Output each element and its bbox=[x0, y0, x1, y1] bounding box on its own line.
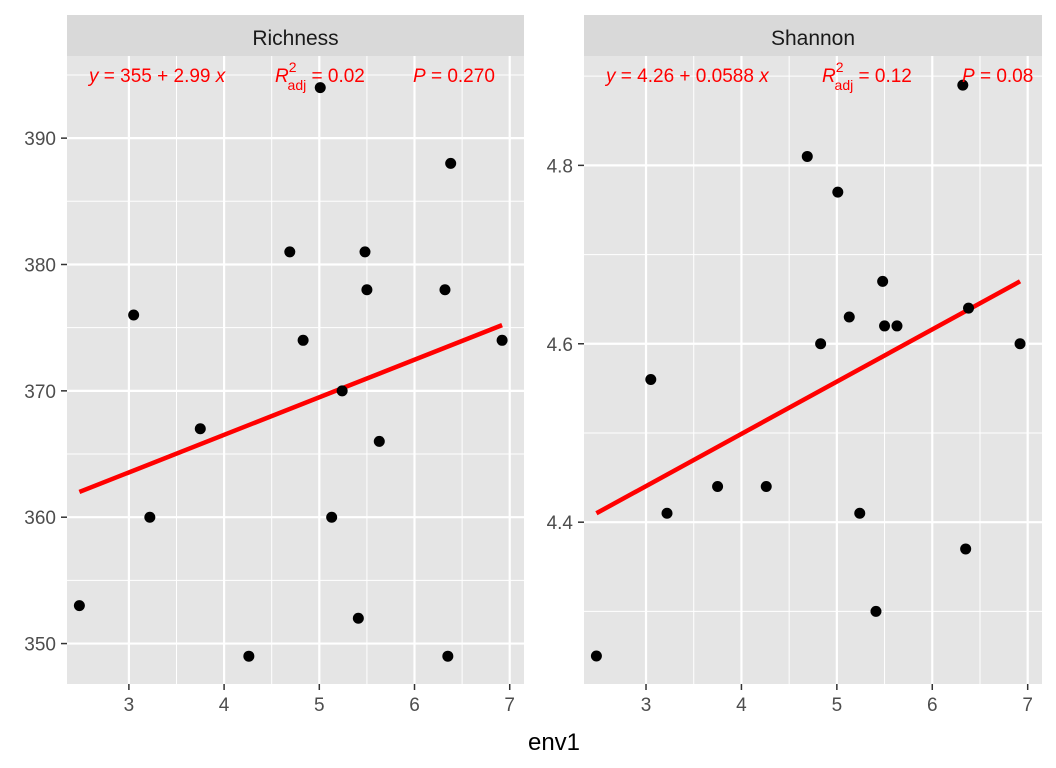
y-tick-label: 380 bbox=[24, 255, 56, 276]
y-tick-label: 4.8 bbox=[547, 156, 573, 177]
data-point bbox=[661, 507, 673, 519]
data-point bbox=[284, 246, 296, 258]
x-tick-label: 7 bbox=[1022, 695, 1033, 716]
regression-equation: y = 4.26 + 0.0588 x bbox=[604, 66, 770, 87]
x-tick-label: 6 bbox=[409, 695, 420, 716]
y-tick-label: 370 bbox=[24, 382, 56, 403]
x-tick-label: 6 bbox=[927, 695, 938, 716]
data-point bbox=[326, 511, 338, 523]
data-point bbox=[352, 612, 364, 624]
data-point bbox=[439, 284, 451, 296]
regression-equation: y = 355 + 2.99 x bbox=[87, 66, 227, 87]
regression-annotation: y = 4.26 + 0.0588 x R2 adj = 0.12 P = 0.08 bbox=[604, 59, 1033, 93]
data-point bbox=[496, 334, 508, 346]
panel-background bbox=[584, 56, 1042, 684]
facet-strip-label: Richness bbox=[252, 27, 338, 50]
data-point bbox=[877, 275, 889, 287]
data-point bbox=[879, 320, 891, 332]
y-tick-label: 4.6 bbox=[547, 335, 573, 356]
data-point bbox=[801, 150, 813, 162]
data-point bbox=[832, 186, 844, 198]
facet-strip bbox=[67, 15, 524, 56]
data-point bbox=[891, 320, 903, 332]
data-point bbox=[128, 309, 140, 321]
y-tick-label: 350 bbox=[24, 635, 56, 656]
x-tick-label: 5 bbox=[314, 695, 325, 716]
data-point bbox=[590, 650, 602, 662]
data-point bbox=[442, 650, 454, 662]
regression-annotation: y = 355 + 2.99 x R2 adj = 0.02 P = 0.270 bbox=[87, 59, 495, 93]
data-point bbox=[957, 79, 969, 91]
x-tick-label: 5 bbox=[832, 695, 843, 716]
x-tick-label: 4 bbox=[736, 695, 747, 716]
data-point bbox=[815, 338, 827, 350]
facet-strip-label: Shannon bbox=[771, 27, 855, 50]
facet-panel-shannon: Shannon 3 4 5 6 7 4.4 4.6 4.8 y = 4.26 + 0.0588 x… bbox=[547, 15, 1042, 716]
facet-panel-richness: Richness 3 4 5 6 7 350 360 370 380 390 y = 355 + 2.… bbox=[24, 15, 524, 716]
data-point bbox=[359, 246, 371, 258]
data-point bbox=[194, 423, 206, 435]
x-tick-label: 7 bbox=[504, 695, 515, 716]
regression-line bbox=[595, 279, 1022, 516]
regression-line bbox=[78, 323, 503, 495]
data-point bbox=[843, 311, 855, 323]
x-axis-title: env1 bbox=[528, 729, 580, 756]
facet-panels: Richness 3 4 5 6 7 350 360 370 380 390 y = 355 + 2.… bbox=[24, 15, 1042, 716]
x-tick-label: 4 bbox=[219, 695, 230, 716]
data-point bbox=[712, 481, 724, 493]
y-tick-label: 360 bbox=[24, 508, 56, 529]
x-tick-label: 3 bbox=[641, 695, 652, 716]
data-point bbox=[297, 334, 309, 346]
y-tick-label: 390 bbox=[24, 129, 56, 150]
data-point bbox=[854, 507, 866, 519]
x-tick-label: 3 bbox=[124, 695, 135, 716]
data-point bbox=[73, 600, 85, 612]
data-point bbox=[144, 511, 156, 523]
y-tick-label: 4.4 bbox=[547, 513, 574, 534]
data-point bbox=[336, 385, 348, 397]
data-point bbox=[361, 284, 373, 296]
data-point bbox=[373, 435, 385, 447]
data-point bbox=[445, 157, 457, 169]
r2-adjusted: R2 adj = 0.12 bbox=[822, 59, 912, 93]
data-point bbox=[963, 302, 975, 314]
data-point bbox=[760, 481, 772, 493]
data-point bbox=[645, 373, 657, 385]
p-value: P = 0.08 bbox=[962, 66, 1033, 87]
data-point bbox=[960, 543, 972, 555]
data-point bbox=[243, 650, 255, 662]
p-value: P = 0.270 bbox=[413, 66, 495, 87]
data-point bbox=[870, 605, 882, 617]
data-point bbox=[314, 82, 326, 94]
facet-strip bbox=[584, 15, 1042, 56]
panel-background bbox=[67, 56, 524, 684]
r2-adjusted: R2 adj = 0.02 bbox=[275, 59, 365, 93]
data-point bbox=[1014, 338, 1026, 350]
